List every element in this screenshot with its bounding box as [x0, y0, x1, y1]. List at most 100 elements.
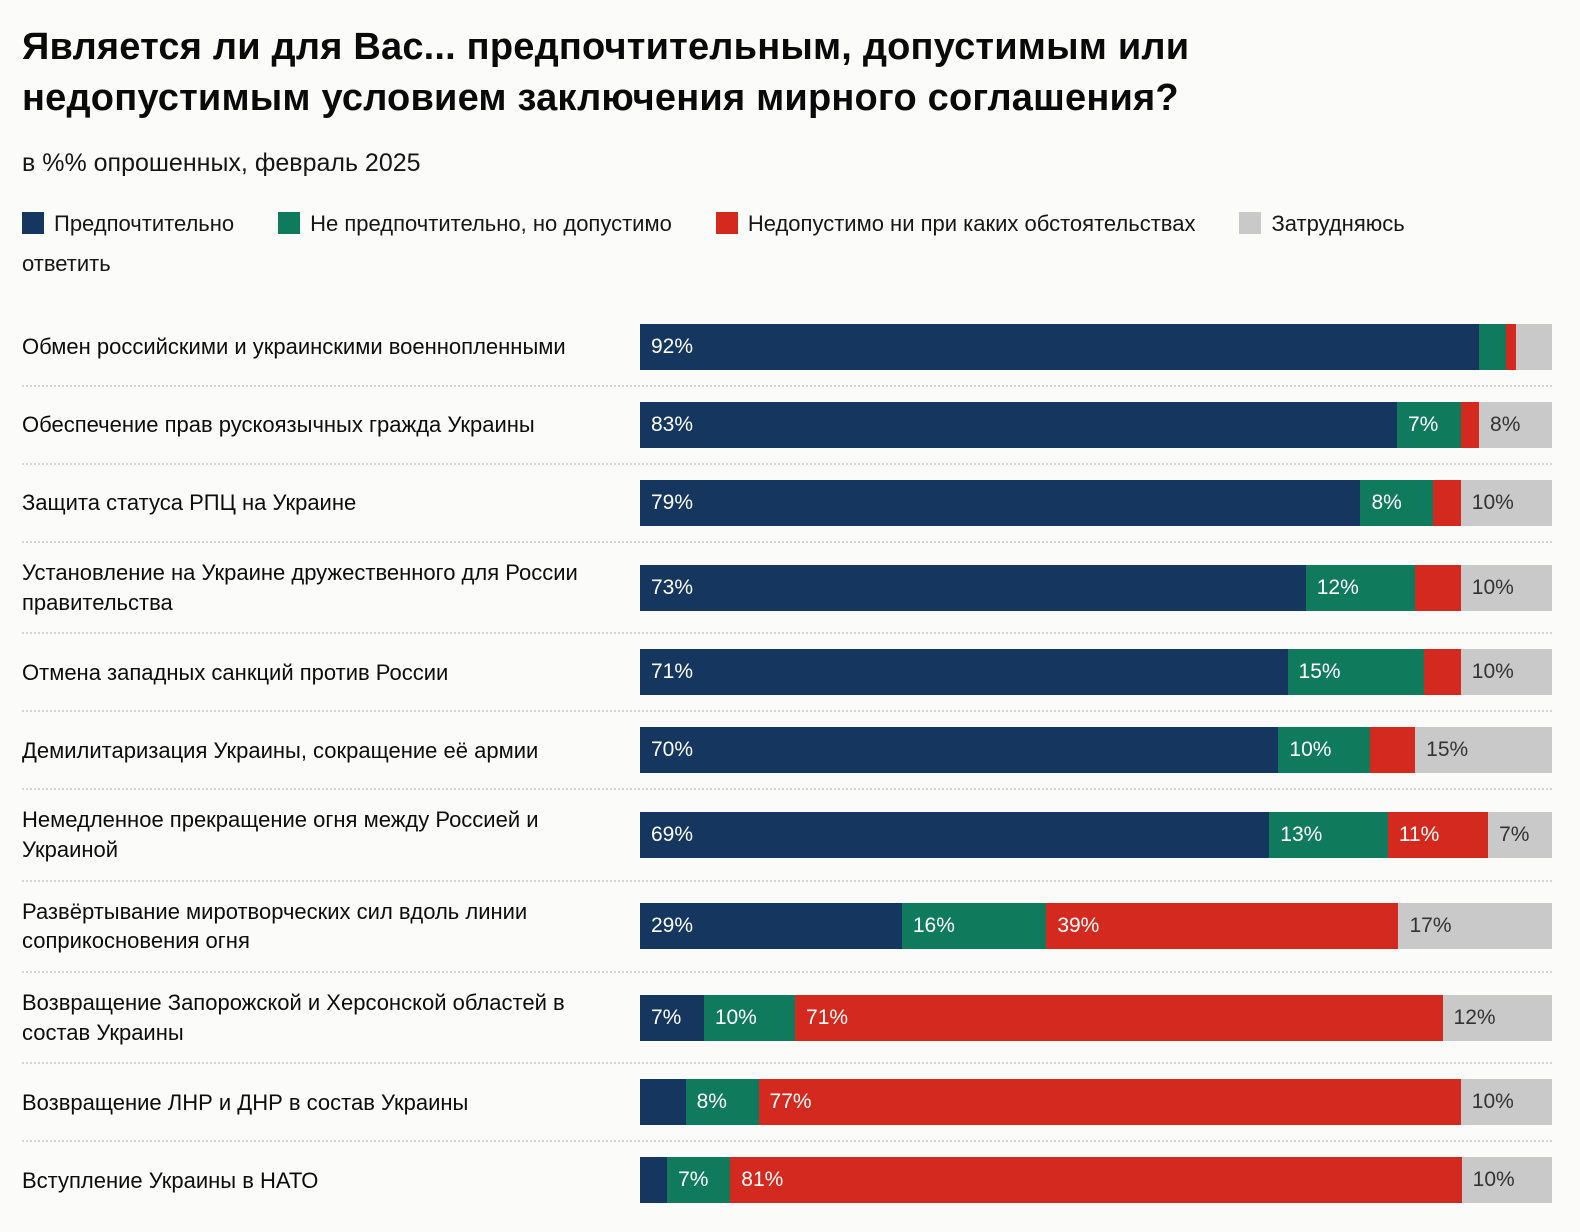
- legend-label-unacceptable: Недопустимо ни при каких обстоятельствах: [747, 210, 1196, 236]
- bar-value-label: 7%: [1499, 823, 1530, 847]
- legend: Предпочтительно Не предпочтительно, но до…: [22, 204, 1552, 285]
- row-bar: 7% 81% 10%: [640, 1157, 1552, 1204]
- bar-segment-undecided: [1515, 323, 1552, 370]
- bar-value-label: 15%: [1298, 660, 1341, 684]
- row-label: Возвращение ЛНР и ДНР в состав Украины: [22, 1089, 469, 1115]
- bar-value-label: 69%: [651, 823, 694, 847]
- bar-segment-acceptable: 16%: [901, 903, 1047, 950]
- bar-segment-acceptable: 13%: [1269, 812, 1388, 859]
- bar-value-label: 13%: [1280, 823, 1323, 847]
- bar-segment-undecided: 12%: [1442, 994, 1552, 1041]
- bar-value-label: 10%: [1471, 660, 1514, 684]
- legend-swatch-unacceptable: [715, 211, 738, 234]
- legend-label-preferable: Предпочтительно: [54, 210, 235, 236]
- chart-row: Демилитаризация Украины, сокращение её а…: [22, 712, 1552, 791]
- bar-segment-unacceptable: 11%: [1387, 812, 1489, 859]
- legend-swatch-undecided: [1239, 211, 1262, 234]
- bar-segment-acceptable: 15%: [1287, 649, 1425, 696]
- chart-subtitle: в %% опрошенных, февраль 2025: [22, 148, 421, 177]
- legend-item-unacceptable: Недопустимо ни при каких обстоятельствах: [715, 210, 1196, 236]
- bar-value-label: 12%: [1316, 575, 1359, 599]
- bar-segment-acceptable: 8%: [685, 1079, 759, 1126]
- chart-row: Немедленное прекращение огня между Росси…: [22, 790, 1552, 882]
- bar-value-label: 10%: [1471, 575, 1514, 599]
- bar-value-label: 81%: [741, 1168, 784, 1192]
- bar-segment-acceptable: [1479, 323, 1507, 370]
- bar-segment-undecided: 10%: [1460, 1079, 1552, 1126]
- bar-value-label: 92%: [651, 334, 694, 358]
- bar-segment-unacceptable: [1433, 479, 1461, 526]
- row-bar: 70% 10% 15%: [640, 727, 1552, 774]
- bar-value-label: 83%: [651, 412, 694, 436]
- bar-value-label: 16%: [912, 914, 955, 938]
- bar-value-label: 7%: [1407, 412, 1439, 436]
- bar-segment-preferable: [640, 1079, 686, 1126]
- bar-value-label: 11%: [1398, 823, 1440, 847]
- bar-segment-unacceptable: [1415, 564, 1461, 611]
- bar-value-label: 39%: [1057, 914, 1100, 938]
- bar-segment-preferable: 7%: [640, 994, 704, 1041]
- row-label: Обмен российскими и украинскими военнопл…: [22, 334, 566, 360]
- bar-segment-unacceptable: [1369, 727, 1416, 774]
- row-label: Установление на Украине дружественного д…: [22, 559, 578, 615]
- chart-row: Отмена западных санкций против России 71%…: [22, 634, 1552, 713]
- row-bar: 83% 7% 8%: [640, 401, 1552, 448]
- bar-segment-acceptable: 7%: [667, 1157, 731, 1204]
- row-label: Вступление Украины в НАТО: [22, 1167, 319, 1193]
- bar-value-label: 71%: [806, 1005, 849, 1029]
- bar-segment-undecided: 10%: [1460, 479, 1552, 526]
- bar-segment-acceptable: 10%: [1278, 727, 1370, 774]
- chart: Обмен российскими и украинскими военнопл…: [22, 309, 1552, 1219]
- row-bar: 79% 8% 10%: [640, 479, 1552, 526]
- chart-row: Развёртывание миротворческих сил вдоль л…: [22, 882, 1552, 974]
- bar-segment-acceptable: 10%: [703, 994, 796, 1041]
- bar-segment-unacceptable: 77%: [758, 1079, 1461, 1126]
- bar-segment-unacceptable: 81%: [730, 1157, 1462, 1204]
- chart-row: Возвращение ЛНР и ДНР в состав Украины 8%…: [22, 1064, 1552, 1143]
- bar-segment-preferable: 79%: [640, 479, 1361, 526]
- bar-segment-undecided: 15%: [1415, 727, 1552, 774]
- bar-value-label: 29%: [651, 914, 694, 938]
- row-bar: 92%: [640, 323, 1552, 370]
- legend-swatch-preferable: [22, 211, 44, 234]
- bar-segment-undecided: 8%: [1479, 401, 1552, 448]
- bar-segment-unacceptable: [1506, 323, 1516, 370]
- legend-label-undecided-line1: Затрудняюсь: [1271, 210, 1405, 236]
- chart-row: Вступление Украины в НАТО 7% 81% 10%: [22, 1142, 1552, 1218]
- bar-segment-preferable: 71%: [640, 649, 1288, 696]
- bar-value-label: 10%: [714, 1005, 757, 1029]
- bar-value-label: 7%: [678, 1168, 709, 1192]
- bar-segment-undecided: 17%: [1398, 903, 1552, 950]
- row-bar: 71% 15% 10%: [640, 649, 1552, 696]
- bar-value-label: 10%: [1471, 1090, 1514, 1114]
- bar-segment-unacceptable: [1460, 401, 1480, 448]
- page-title: Является ли для Вас... предпочтительным,…: [22, 26, 1190, 120]
- bar-segment-undecided: 7%: [1488, 812, 1552, 859]
- row-label: Демилитаризация Украины, сокращение её а…: [22, 737, 539, 763]
- bar-segment-unacceptable: [1424, 649, 1461, 696]
- bar-value-label: 10%: [1289, 738, 1332, 762]
- row-label: Защита статуса РПЦ на Украине: [22, 490, 357, 516]
- chart-row: Защита статуса РПЦ на Украине 79% 8% 10%: [22, 465, 1552, 543]
- chart-row: Обмен российскими и украинскими военнопл…: [22, 309, 1552, 387]
- bar-value-label: 70%: [651, 738, 694, 762]
- legend-item-acceptable: Не предпочтительно, но допустимо: [278, 211, 672, 236]
- bar-segment-preferable: 69%: [640, 812, 1270, 859]
- chart-row: Установление на Украине дружественного д…: [22, 543, 1552, 635]
- row-bar: 69% 13% 11% 7%: [640, 812, 1552, 859]
- bar-value-label: 77%: [769, 1090, 812, 1114]
- row-bar: 73% 12% 10%: [640, 564, 1552, 611]
- legend-swatch-acceptable: [278, 211, 301, 234]
- bar-value-label: 10%: [1471, 490, 1514, 514]
- bar-segment-preferable: 92%: [640, 323, 1480, 370]
- chart-row: Обеспечение прав рускоязычных гражда Укр…: [22, 387, 1552, 465]
- bar-value-label: 12%: [1453, 1005, 1496, 1029]
- row-label: Развёртывание миротворческих сил вдоль л…: [22, 898, 528, 954]
- bar-value-label: 79%: [651, 490, 694, 514]
- bar-value-label: 10%: [1472, 1168, 1515, 1192]
- bar-value-label: 71%: [651, 660, 694, 684]
- row-bar: 29% 16% 39% 17%: [640, 903, 1552, 950]
- bar-segment-undecided: 10%: [1460, 649, 1552, 696]
- row-bar: 8% 77% 10%: [640, 1079, 1552, 1126]
- row-label: Обеспечение прав рускоязычных гражда Укр…: [22, 412, 535, 438]
